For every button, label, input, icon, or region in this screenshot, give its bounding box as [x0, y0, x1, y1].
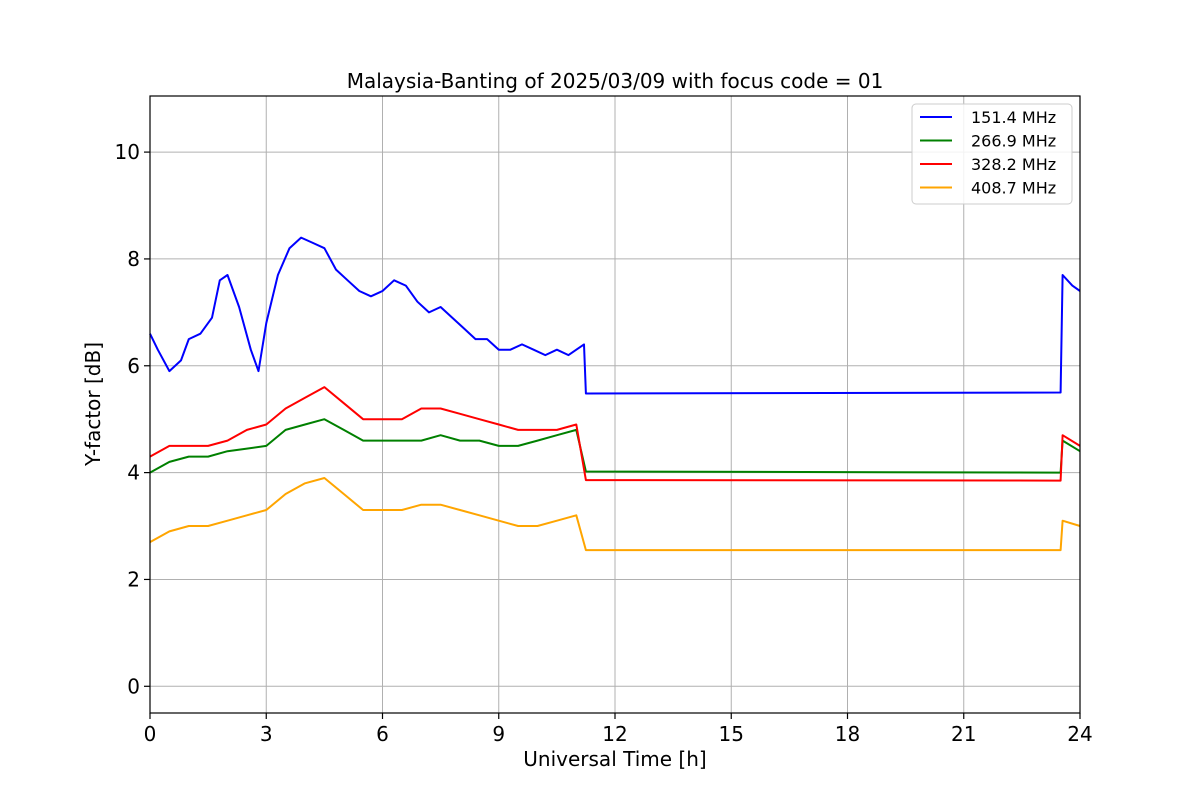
series-line-3	[149, 386, 1081, 482]
series-group	[149, 236, 1081, 552]
series-line-4	[149, 477, 1081, 552]
x-tick-label: 18	[835, 722, 860, 746]
legend-label: 266.9 MHz	[971, 132, 1056, 151]
x-axis-label: Universal Time [h]	[523, 747, 706, 771]
series-line-1	[149, 236, 1081, 395]
legend-label: 151.4 MHz	[971, 108, 1056, 127]
x-tick-label: 15	[719, 722, 744, 746]
y-tick-label: 4	[127, 461, 140, 485]
y-tick-label: 0	[127, 674, 140, 698]
x-tick-label: 21	[951, 722, 976, 746]
x-tick-label: 12	[602, 722, 627, 746]
y-axis-label: Y-factor [dB]	[81, 342, 105, 467]
legend-label: 408.7 MHz	[971, 179, 1056, 198]
x-tick-label: 6	[376, 722, 389, 746]
series-line-2	[149, 418, 1081, 474]
x-tick-label: 3	[260, 722, 273, 746]
legend-box	[911, 103, 1073, 205]
x-tick-label: 0	[144, 722, 157, 746]
legend-label: 328.2 MHz	[971, 155, 1056, 174]
y-tick-label: 2	[127, 567, 140, 591]
x-tick-label: 24	[1067, 722, 1092, 746]
y-tick-label: 8	[127, 247, 140, 271]
y-tick-label: 6	[127, 354, 140, 378]
plot-frame	[149, 95, 1081, 714]
x-tick-label: 9	[492, 722, 505, 746]
chart-title: Malaysia-Banting of 2025/03/09 with focu…	[347, 69, 884, 93]
y-tick-label: 10	[115, 140, 140, 164]
legend: 151.4 MHz 266.9 MHz 328.2 MHz 408.7 MHz	[911, 103, 1073, 205]
